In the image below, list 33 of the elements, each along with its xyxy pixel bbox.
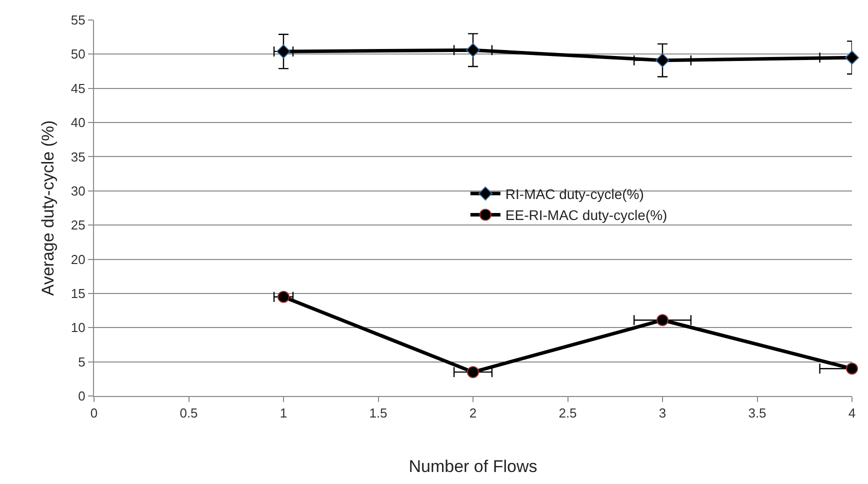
y-tick-label: 30 (70, 183, 86, 198)
point (656, 53, 670, 68)
legend-label: RI-MAC duty-cycle(%) (505, 186, 644, 202)
point (278, 290, 290, 303)
point (846, 362, 858, 375)
x-tick-label: 3.5 (748, 406, 766, 421)
x-axis-title: Number of Flows (408, 457, 538, 476)
legend-label: EE-RI-MAC duty-cycle(%) (505, 207, 668, 224)
y-tick-label: 15 (70, 286, 86, 301)
x-tick-label: 0.5 (180, 406, 198, 421)
x-tick-label: 1.5 (369, 406, 388, 421)
y-tick-label: 40 (70, 115, 86, 130)
x-tick-label: 2 (469, 406, 477, 421)
point (845, 50, 859, 65)
y-tick-label: 5 (78, 354, 86, 370)
y-tick-label: 35 (70, 149, 86, 164)
point (467, 366, 479, 378)
y-tick-label: 0 (78, 388, 86, 404)
point (466, 43, 480, 58)
y-tick-label: 55 (70, 12, 86, 28)
y-tick-label: 45 (70, 80, 86, 96)
x-tick-label: 2.5 (558, 406, 577, 421)
y-tick-label: 20 (70, 252, 86, 267)
y-tick-label: 10 (70, 320, 86, 336)
y-tick-label: 25 (70, 218, 86, 233)
x-tick-label: 0 (90, 406, 98, 421)
y-tick-label: 50 (70, 46, 86, 62)
x-tick-label: 3 (658, 406, 666, 421)
y-axis-title: Average duty-cycle (%) (38, 120, 58, 296)
point (656, 314, 668, 326)
x-tick-label: 1 (280, 406, 288, 421)
x-tick-label: 4 (848, 406, 856, 421)
point (276, 44, 290, 58)
